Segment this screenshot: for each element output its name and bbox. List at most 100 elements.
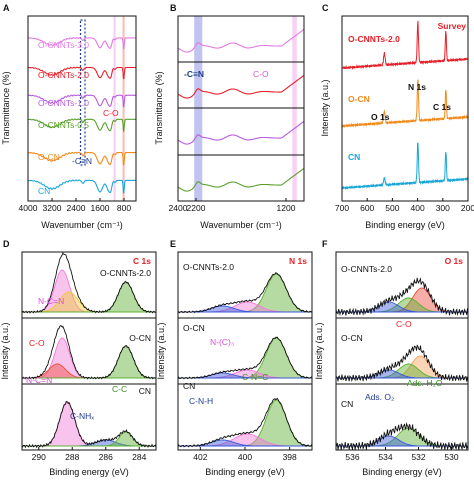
panel-e-envelope [177,272,313,314]
panel-a-annotation-co: C-O [103,108,119,118]
panel-e-component-cnc: C-N=C [242,372,268,382]
panel-f-title: O 1s [445,256,464,266]
panel-f-xtick-label: 532 [411,452,425,462]
panel-e-xlabel: Binding energy (eV) [205,467,285,477]
panel-e-frame [177,251,313,451]
panel-b-ylabel: Transmittance (%) [154,71,164,144]
panel-a-xtick-label: 1600 [91,203,110,213]
panel-a-line-o-cnnts-1-0 [27,94,136,108]
panel-b-xtick-label: 1200 [277,203,296,213]
panel-a-band [122,16,125,201]
panel-f-envelope [335,422,469,451]
panel-f-xtick-label: 530 [444,452,458,462]
panel-e-series-label-ocnnts20: O-CNNTs-2.0 [183,262,234,272]
panel-a-xtick-label: 4000 [19,203,38,213]
panel-a-line-o-cnnts-2-0 [27,66,136,80]
panel-e-xtick-label: 398 [283,452,297,462]
panel-f-component-h2o: Ads. H₂O [407,378,443,388]
panel-f-xtick-label: 534 [378,452,392,462]
panel-d-component-peak [22,401,156,447]
panel-c-line-cn [341,142,469,191]
panel-c-xtick-label: 600 [360,203,374,213]
panel-f-component-co: C-O [396,319,412,329]
panel-f-ylabel: Intensity (a.u.) [314,322,324,379]
panel-d-xtick-label: 286 [99,452,113,462]
panel-f-series-label-ocnnts20: O-CNNTs-2.0 [341,264,392,274]
panel-label-c: C [322,3,329,13]
panel-c-frame [341,15,469,202]
panel-c-xtick-label: 300 [436,203,450,213]
panel-label-b: B [170,3,177,13]
panel-c-xtick-label: 700 [335,203,349,213]
panel-d-xtick-label: 284 [132,452,146,462]
panel-c-peak-label-o1s: O 1s [371,112,390,122]
panel-a-series-label-ocnnts20: O-CNNTs-2.0 [38,70,89,80]
panel-a-xtick-label: 3200 [43,203,62,213]
panel-a-line-o-cnnts-0-5 [27,118,136,132]
panel-a-series-label-ocnnts05: O-CNNTs-0.5 [38,120,89,130]
panel-d-envelope [21,325,157,380]
panel-c-ylabel: Intensity (a.u.) [320,79,330,136]
panel-c: 700 600 500 400 300 200 Intensity (a.u.) Bind… [320,15,474,230]
panel-f-envelope [335,277,469,317]
panel-d-component-ncn-2: N-C=N [26,375,52,385]
panel-c-title: Survey [438,21,467,31]
panel-d-envelope [21,252,157,314]
panel-a-series-label-cn: CN [38,186,50,196]
panel-b-line [177,28,305,53]
panel-d-component-cnhx: C-NHₓ [70,411,94,421]
panel-f-envelope [335,344,469,382]
panel-d-component-peak [22,345,156,379]
panel-c-xlabel: Binding energy (eV) [365,220,445,230]
panel-e: 402 400 398 Intensity (a.u.) Binding energ… [156,251,313,477]
panel-d-series-label-cn: CN [139,386,151,396]
panel-a-series-label-ocnnts30: O-CNNTs-3.0 [38,40,89,50]
panel-e-ylabel: Intensity (a.u.) [156,322,166,379]
panel-a: 4000 3200 2400 1600 800 Transmittance (%) Wa… [1,15,137,230]
panel-a-series-label-ocnnts10: O-CNNTs-1.0 [38,98,89,108]
panel-d-ylabel: Intensity (a.u.) [0,322,10,379]
panel-b-xlabel: Wavenumber (cm⁻¹) [200,220,281,230]
panel-d-envelope [21,400,157,449]
panel-c-xtick-label: 500 [385,203,399,213]
panel-b-line [177,167,305,192]
panel-d-component-co: C-O [29,338,45,348]
panel-d-xlabel: Binding energy (eV) [49,467,129,477]
panel-label-a: A [3,3,10,13]
panel-e-xtick-label: 400 [238,452,252,462]
panel-c-series-label-cn: CN [348,152,360,162]
panel-c-peak-label-n1s: N 1s [408,82,426,92]
panel-c-line-o-cnnts-2-0 [341,20,469,71]
panel-a-line-o-cn [27,151,136,166]
panel-f-frame [335,251,469,451]
panel-label-f: F [322,239,328,249]
panel-d-xtick-label: 290 [32,452,46,462]
panel-b-annotation-cn: -C≡N [184,69,204,79]
panel-e-component-cnh: C-N-H [189,396,213,406]
panel-f-xlabel: Binding energy (eV) [362,467,442,477]
panel-d-frame [21,251,157,451]
panel-c-xtick-label: 400 [411,203,425,213]
panel-d-component-ncn: N-C=N [38,296,64,306]
panel-e-envelope [177,397,313,448]
panel-a-xtick-label: 2400 [67,203,86,213]
panel-b-annotation-co: C-O [253,69,269,79]
panel-f: 536 534 532 530 Intensity (a.u.) Binding en… [314,251,469,477]
panel-e-xtick-label: 402 [193,452,207,462]
panel-e-envelope [177,336,313,380]
panel-e-title: N 1s [289,256,307,266]
panel-c-peak-label-c1s: C 1s [433,102,451,112]
panel-a-band-cn [79,19,86,166]
panel-c-series-label-ocnnts20: O-CNNTs-2.0 [348,34,400,44]
panel-a-line-cn [28,179,136,194]
panel-e-series-label-ocn: O-CN [183,323,205,333]
panel-d-xtick-label: 288 [65,452,79,462]
panel-a-xtick-label: 800 [117,203,131,213]
panel-b-xtick-label: 2400 [169,203,188,213]
panel-a-band [113,16,116,201]
panel-e-series-label-cn: CN [183,381,195,391]
panel-a-annotation-cn: -C≡N [72,156,92,166]
panel-d-title: C 1s [133,256,151,266]
panel-f-component-o2: Ads. O₂ [365,392,394,402]
